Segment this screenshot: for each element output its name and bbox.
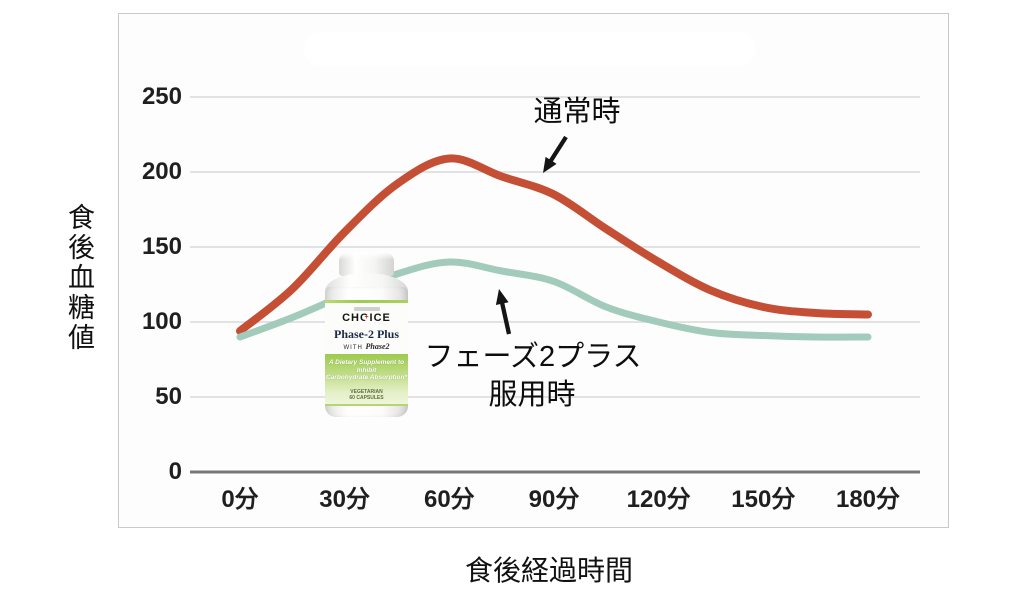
annotation-normal: 通常時 xyxy=(533,96,621,128)
tiny-line-2: 60 CAPSULES xyxy=(349,394,384,401)
x-axis-title: 食後経過時間 xyxy=(464,555,634,586)
brand-plus-icon: + xyxy=(364,314,370,321)
y-tick-label-100: 100 xyxy=(141,308,182,335)
x-tick-label-120分: 120分 xyxy=(626,486,691,513)
bottle-label: CHOICE + Phase-2 Plus WITH Phase2 A Diet… xyxy=(325,300,408,406)
label-green-section: A Dietary Supplement to Inhibit Carbohyd… xyxy=(325,354,408,406)
y-tick-label-150: 150 xyxy=(141,233,182,260)
label-bottom-stripe xyxy=(325,404,408,406)
y-axis-title: 食後血糖値 xyxy=(64,203,94,353)
product-name: Phase-2 Plus xyxy=(333,327,399,341)
x-tick-label-150分: 150分 xyxy=(731,486,796,513)
annotation-phase2-line1: フェーズ2プラス xyxy=(424,341,642,373)
y-tick-label-200: 200 xyxy=(141,158,182,185)
tiny-line-1: VEGETARIAN xyxy=(350,388,383,395)
x-tick-label-90分: 90分 xyxy=(528,486,580,513)
bottle-body: CHOICE + Phase-2 Plus WITH Phase2 A Diet… xyxy=(325,287,408,417)
y-tick-label-50: 50 xyxy=(155,383,182,410)
label-micro-text-bar xyxy=(353,307,380,311)
desc-line-2: Carbohydrate Absorption* xyxy=(325,374,407,381)
annotation-phase2-line2: 服用時 xyxy=(488,379,576,411)
white-patch xyxy=(304,32,756,66)
x-tick-label-0分: 0分 xyxy=(221,486,259,513)
desc-line-1: A Dietary Supplement to Inhibit xyxy=(328,359,405,374)
label-top-stripe xyxy=(325,300,408,303)
y-tick-label-0: 0 xyxy=(168,458,182,485)
with-row: WITH Phase2 xyxy=(325,342,408,351)
with-script-word: Phase2 xyxy=(365,342,390,351)
x-tick-label-30分: 30分 xyxy=(319,486,370,513)
product-bottle: CHOICE + Phase-2 Plus WITH Phase2 A Diet… xyxy=(325,252,408,417)
x-tick-label-60分: 60分 xyxy=(423,486,475,513)
y-tick-label-250: 250 xyxy=(141,83,182,110)
x-tick-label-180分: 180分 xyxy=(835,486,901,513)
brand-name: CHOICE + xyxy=(325,312,408,324)
with-label: WITH xyxy=(343,345,363,351)
